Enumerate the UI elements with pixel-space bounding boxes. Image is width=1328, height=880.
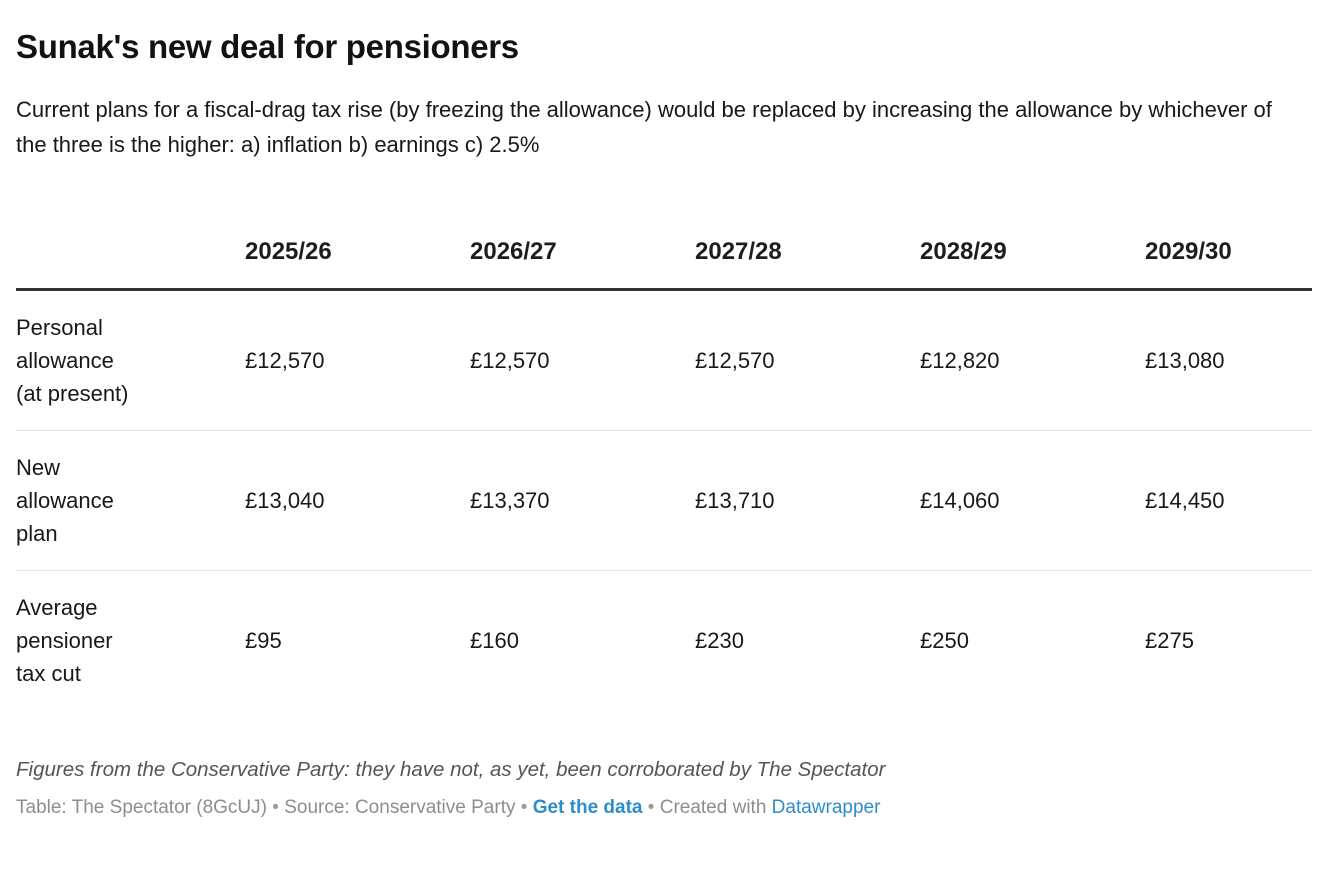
footer-separator: • [520,797,528,818]
footer-created-with: Created with [659,797,767,818]
table-row-new-allowance-plan: New allowance plan £13,040 £13,370 £13,7… [16,430,1312,571]
column-header-2029-30: 2029/30 [1145,238,1312,291]
table-cell: £13,080 [1145,289,1312,431]
table-cell: £14,450 [1145,430,1312,571]
chart-header: Sunak's new deal for pensioners Current … [16,28,1312,162]
pension-allowance-table: 2025/26 2026/27 2027/28 2028/29 2029/30 … [16,238,1312,710]
table-row-personal-allowance: Personal allowance (at present) £12,570 … [16,289,1312,431]
row-label: New allowance plan [16,430,245,571]
footer-byline: Table: The Spectator (8GcUJ) [16,797,267,818]
column-header-2026-27: 2026/27 [470,238,695,291]
chart-notes: Figures from the Conservative Party: the… [16,758,886,781]
column-header-empty [16,238,245,291]
column-header-2025-26: 2025/26 [245,238,470,291]
table-header: 2025/26 2026/27 2027/28 2028/29 2029/30 [16,238,1312,291]
table-cell: £12,570 [245,289,470,431]
column-header-2028-29: 2028/29 [920,238,1145,291]
footer-separator: • [647,797,655,818]
page-description: Current plans for a fiscal-drag tax rise… [16,97,1272,157]
table-cell: £275 [1145,628,1194,653]
table-cell: £95 [245,628,282,653]
row-label: Personal allowance (at present) [16,289,245,431]
table-cell: £13,040 [245,430,470,571]
chart-footer: Table: The Spectator (8GcUJ) • Source: C… [16,797,1312,819]
table-row-average-pensioner-tax-cut: Average pensioner tax cut £95 £160 £230 … [16,571,1312,711]
page-title: Sunak's new deal for pensioners [16,28,519,65]
row-label: Average pensioner tax cut [16,595,113,686]
datawrapper-link[interactable]: Datawrapper [771,797,881,818]
footer-source: Source: Conservative Party [284,797,516,818]
table-cell: £12,570 [470,289,695,431]
table-header-row: 2025/26 2026/27 2027/28 2028/29 2029/30 [16,238,1312,291]
table-cell: £250 [920,628,969,653]
table-cell: £12,820 [920,289,1145,431]
table-cell: £13,710 [695,430,920,571]
footer-separator: • [272,797,279,818]
get-the-data-link[interactable]: Get the data [532,797,643,818]
table-cell: £14,060 [920,430,1145,571]
table-cell: £12,570 [695,289,920,431]
table-cell: £160 [470,628,519,653]
table-cell: £230 [695,628,744,653]
table-cell: £13,370 [470,430,695,571]
table-body: Personal allowance (at present) £12,570 … [16,289,1312,711]
column-header-2027-28: 2027/28 [695,238,920,291]
